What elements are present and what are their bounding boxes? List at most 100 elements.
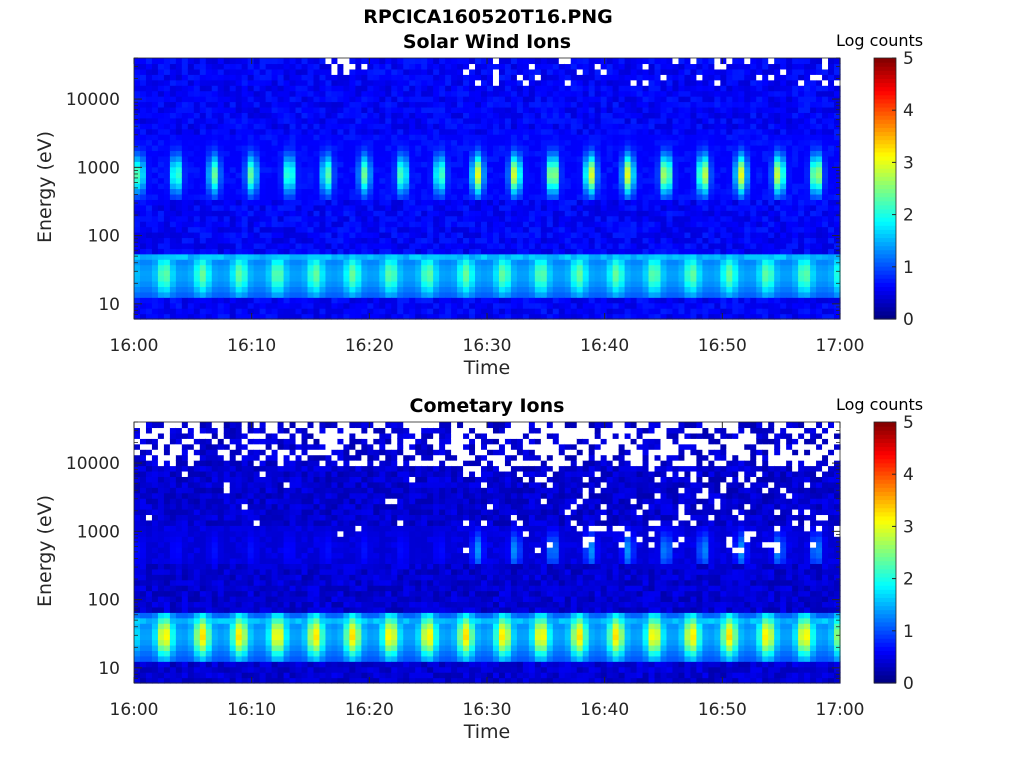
panel-1-cell xyxy=(211,106,219,113)
panel-1-cell xyxy=(469,63,476,70)
panel-1-cell xyxy=(630,297,638,304)
panel-1-cell xyxy=(510,221,518,228)
panel-1-cell xyxy=(241,221,249,228)
panel-1-cell xyxy=(558,166,566,173)
panel-1-cell xyxy=(427,259,434,266)
panel-1-cell xyxy=(349,106,356,113)
panel-1-cell xyxy=(463,242,470,249)
panel-1-cell xyxy=(439,302,446,309)
panel-1-cell xyxy=(558,101,566,108)
panel-1-cell xyxy=(558,106,566,113)
panel-1-cell xyxy=(522,259,530,266)
panel-1-cell xyxy=(510,313,518,320)
panel-1-cell xyxy=(594,96,602,103)
panel-1-cell xyxy=(457,134,464,141)
panel-1-cell xyxy=(391,226,398,233)
panel-1-cell xyxy=(451,308,458,315)
panel-1-cell xyxy=(277,101,285,108)
panel-1-cell xyxy=(469,270,476,277)
panel-1-cell xyxy=(648,242,656,249)
panel-1-cell xyxy=(624,242,632,249)
panel-1-cell xyxy=(660,150,668,157)
panel-1-cell xyxy=(582,117,590,124)
panel-1-cell xyxy=(319,101,327,108)
panel-1-cell xyxy=(666,264,674,271)
panel-1-cell xyxy=(319,270,327,277)
panel-1-cell xyxy=(498,134,506,141)
panel-1-cell xyxy=(642,90,650,97)
panel-1-cell xyxy=(301,161,309,168)
panel-1-cell xyxy=(187,123,195,130)
panel-1-cell xyxy=(427,308,434,315)
panel-1-cell xyxy=(594,101,602,108)
panel-1-cell xyxy=(558,139,566,146)
panel-1-cell xyxy=(487,150,494,157)
panel-1-cell xyxy=(498,85,506,92)
panel-1-cell xyxy=(313,226,321,233)
panel-1-cell xyxy=(612,188,620,195)
panel-1-cell xyxy=(217,210,225,217)
panel-1-cell xyxy=(409,134,416,141)
panel-1-cell xyxy=(672,106,680,113)
panel-1-cell xyxy=(636,63,644,70)
panel-1-cell xyxy=(534,150,542,157)
panel-1-cell xyxy=(522,291,530,298)
panel-1-cell xyxy=(457,215,464,222)
panel-1-cell xyxy=(522,177,530,184)
panel-1-cell xyxy=(684,280,692,287)
panel-1-cell xyxy=(528,123,536,130)
panel-1-cell xyxy=(648,226,656,233)
panel-1-cell xyxy=(552,275,560,282)
panel-1-cell xyxy=(504,193,512,200)
panel-1-cell xyxy=(475,297,482,304)
panel-1-cell xyxy=(582,172,590,179)
panel-1-cell xyxy=(139,237,147,244)
panel-1-cell xyxy=(660,237,668,244)
panel-1-cell xyxy=(648,74,656,81)
panel-1-cell xyxy=(199,128,207,135)
panel-1-cell xyxy=(295,172,303,179)
panel-1-cell xyxy=(217,308,225,315)
panel-1-cell xyxy=(612,58,620,65)
panel-1-cell xyxy=(666,74,674,81)
panel-1-cell xyxy=(564,210,572,217)
panel-1-cell xyxy=(211,215,219,222)
panel-1-cell xyxy=(433,259,440,266)
panel-1-cell xyxy=(618,117,626,124)
panel-1-cell xyxy=(373,232,380,239)
panel-1-cell xyxy=(516,242,524,249)
panel-1-cell xyxy=(684,112,692,119)
panel-1-cell xyxy=(361,74,368,81)
panel-1-cell xyxy=(492,193,500,200)
panel-1-cell xyxy=(594,259,602,266)
panel-1-cell xyxy=(558,128,566,135)
panel-1-cell xyxy=(445,302,452,309)
panel-1-cell xyxy=(463,275,470,282)
panel-1-cell xyxy=(355,308,362,315)
panel-1-cell xyxy=(720,253,727,260)
panel-1-cell xyxy=(241,150,249,157)
panel-1-cell xyxy=(205,204,213,211)
panel-1-cell xyxy=(481,280,488,287)
panel-1-cell xyxy=(726,221,733,228)
panel-1-cell xyxy=(660,134,668,141)
panel-1-cell xyxy=(684,270,692,277)
panel-1-cell xyxy=(528,106,536,113)
panel-1-cell xyxy=(134,215,141,222)
panel-1-cell xyxy=(331,90,339,97)
panel-1-cell xyxy=(145,221,153,228)
panel-1-cell xyxy=(301,166,309,173)
panel-1-cell xyxy=(738,123,745,130)
panel-1-cell xyxy=(187,248,195,255)
panel-1-cell xyxy=(211,259,219,266)
panel-1-cell xyxy=(702,264,709,271)
panel-1-cell xyxy=(151,161,159,168)
panel-1-cell xyxy=(481,106,488,113)
panel-1-cell xyxy=(271,210,279,217)
panel-1-cell xyxy=(720,280,727,287)
panel-1-cell xyxy=(343,101,350,108)
panel-1-cell xyxy=(229,193,237,200)
panel-1-cell xyxy=(588,302,596,309)
panel-1-cell xyxy=(217,264,225,271)
panel-1-cell xyxy=(385,150,392,157)
